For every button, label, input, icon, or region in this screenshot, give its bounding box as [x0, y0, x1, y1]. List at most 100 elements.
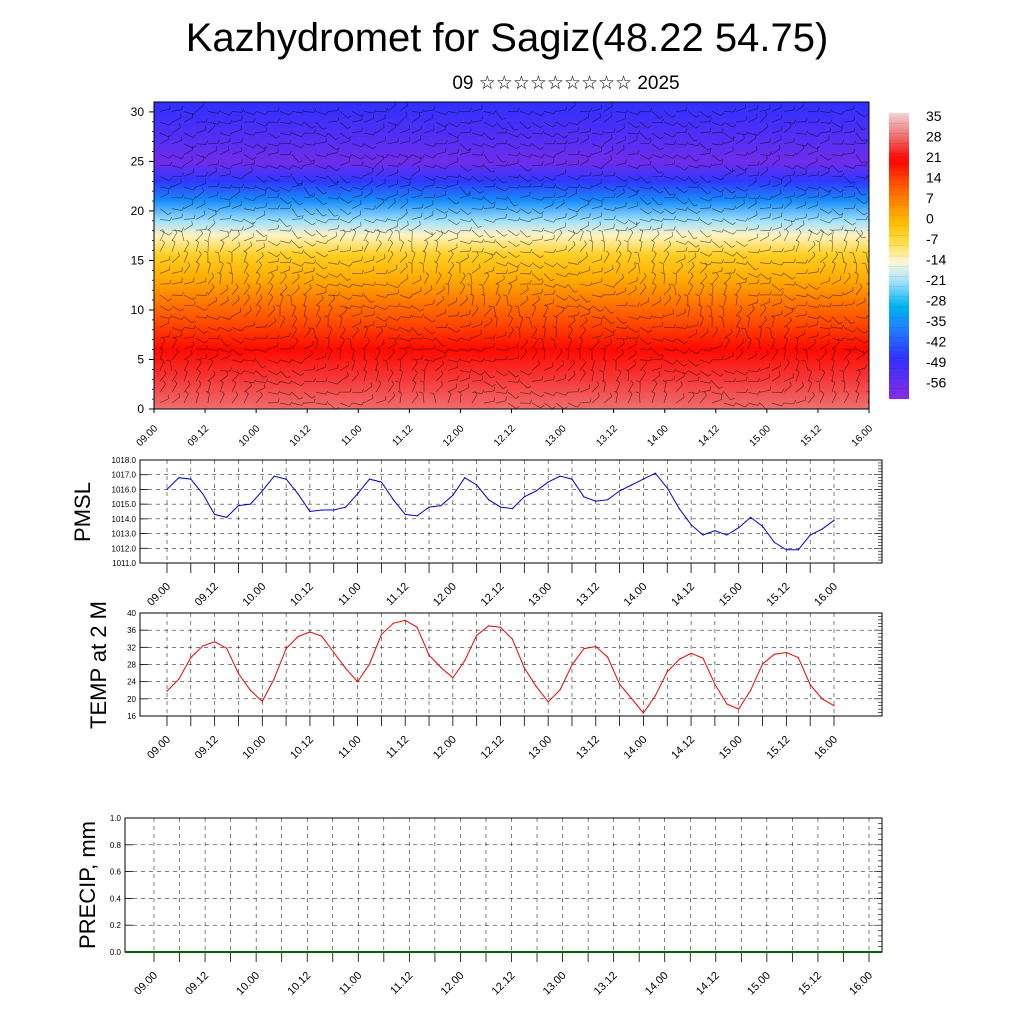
data-point: [750, 689, 752, 691]
colorbar-label: -14: [926, 252, 946, 268]
x-tick-label: 15.12: [765, 581, 793, 609]
x-tick-label: 15.00: [745, 970, 773, 998]
data-point: [607, 499, 609, 501]
y-tick-label: 28: [127, 661, 136, 670]
profile-x-tick: 13.12: [594, 423, 620, 449]
y-tick-label: 24: [127, 678, 136, 687]
x-tick-label: 11.00: [336, 734, 363, 761]
y-tick-label: 1014.0: [112, 515, 137, 524]
data-point: [333, 509, 335, 511]
profile-y-tick: 10: [131, 303, 145, 317]
data-point: [583, 496, 585, 498]
pmsl-panel: 1011.0 1012.0 1013.0 1014.0 1015.0 1016.0 1017…: [70, 456, 883, 609]
data-point: [392, 622, 394, 624]
wind-barbs: [159, 102, 869, 409]
colorbar: 35 28 21 14 7 0 -7 -14 -21 -28 -35 -42 -49 -56: [889, 108, 946, 399]
x-tick-label: 11.12: [384, 734, 411, 761]
data-point: [237, 672, 240, 675]
data-point: [630, 484, 633, 486]
colorbar-label: -49: [926, 354, 946, 370]
data-point: [654, 472, 656, 474]
data-point: [178, 477, 180, 479]
data-point: [440, 666, 442, 669]
data-point: [321, 635, 323, 637]
panel-frame: [124, 817, 883, 953]
data-point: [297, 636, 299, 638]
panel-frame: [139, 459, 883, 564]
data-point: [821, 528, 823, 530]
profile-x-tick: 14.12: [696, 423, 722, 449]
data-point: [166, 690, 168, 692]
y-tick-label: 1012.0: [112, 544, 137, 553]
x-tick-label: 11.00: [336, 581, 363, 608]
y-tick-label: 1.0: [110, 814, 122, 823]
y-tick-label: 1015.0: [112, 500, 137, 509]
data-point: [357, 681, 359, 683]
data-point: [226, 516, 228, 519]
y-tick-label: 1013.0: [112, 530, 137, 539]
profile-x-tick: 13.00: [543, 423, 569, 449]
profile-x-tick: 11.12: [391, 423, 416, 448]
data-point: [249, 503, 251, 505]
data-point: [690, 652, 692, 654]
data-point: [773, 541, 776, 544]
data-point: [333, 651, 335, 654]
colorbar-label: -35: [926, 313, 946, 329]
data-point: [511, 508, 513, 510]
x-tick-label: 14.00: [622, 581, 650, 609]
data-point: [380, 633, 382, 636]
data-point: [357, 493, 359, 495]
colorbar-label: 7: [926, 190, 934, 206]
y-axis-label: PRECIP, mm: [75, 821, 100, 949]
data-point: [595, 500, 597, 502]
x-tick-label: 16.00: [812, 581, 840, 609]
colorbar-label: 28: [926, 129, 942, 145]
colorbar-label: -56: [926, 375, 946, 391]
data-point: [202, 645, 204, 647]
x-tick-label: 13.00: [526, 581, 554, 609]
data-point: [761, 663, 764, 665]
precip-panel: 0.0 0.2 0.4 0.6 0.8 1.0 09.00 09.12 10.00 10.12 11…: [75, 814, 883, 998]
data-point: [809, 684, 811, 686]
chart-title: Kazhydromet for Sagiz(48.22 54.75): [185, 16, 829, 60]
profile-y-tick: 15: [131, 253, 145, 267]
data-point: [416, 515, 418, 517]
data-point: [773, 653, 776, 655]
y-tick-label: 16: [127, 712, 136, 721]
data-point: [535, 490, 537, 492]
x-tick-label: 16.00: [812, 734, 840, 762]
data-point: [523, 496, 525, 498]
y-tick-label: 0.4: [110, 894, 122, 903]
colorbar-label: -28: [926, 293, 946, 309]
profile-x-tick: 10.12: [288, 423, 314, 449]
y-axis-label: TEMP at 2 M: [86, 601, 111, 729]
x-tick-label: 14.12: [669, 581, 697, 609]
data-point: [714, 530, 716, 532]
data-point: [214, 513, 216, 516]
profile-y-tick: 25: [131, 154, 145, 168]
y-axis-label: PMSL: [70, 482, 95, 542]
colorbar-strip: [889, 113, 909, 399]
profile-x-tick: 15.00: [748, 423, 774, 449]
x-tick-label: 15.12: [765, 734, 793, 762]
data-point: [368, 478, 371, 480]
data-point: [678, 658, 680, 661]
x-tick-label: 09.12: [193, 581, 221, 609]
data-point: [297, 493, 299, 495]
x-tick-label: 09.00: [145, 734, 173, 762]
data-point: [785, 651, 788, 654]
data-point: [166, 488, 168, 490]
data-point: [547, 701, 549, 703]
temp-2m-panel: 16 20 24 28 32 36 40 09.00 09.12 10.00 10.12 11.00 1…: [86, 601, 883, 762]
profile-y-tick: 0: [137, 402, 144, 416]
data-point: [738, 708, 740, 710]
data-point: [535, 685, 537, 688]
x-tick-label: 14.12: [694, 970, 722, 998]
colorbar-label: -7: [926, 231, 939, 247]
x-tick-label: 10.12: [285, 970, 313, 998]
y-tick-label: 1016.0: [112, 485, 137, 494]
x-tick-label: 12.12: [479, 581, 507, 609]
profile-x-tick: 11.00: [339, 423, 364, 448]
x-tick-label: 12.12: [479, 734, 507, 762]
data-point: [392, 499, 394, 501]
